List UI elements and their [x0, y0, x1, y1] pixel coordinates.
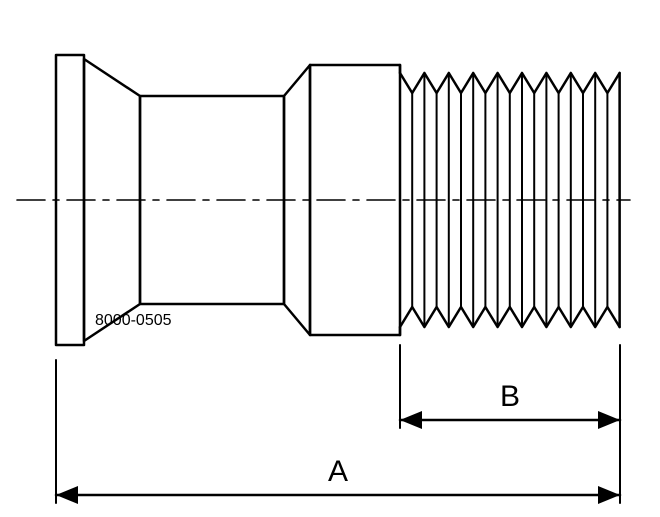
thread-profile-bottom — [400, 307, 620, 327]
dimension-a-arrow-left — [56, 486, 78, 504]
part-number: 8000-0505 — [95, 312, 172, 329]
body-section-1 — [140, 96, 284, 304]
dimension-b-label: B — [500, 380, 520, 413]
dimension-a-arrow-right — [598, 486, 620, 504]
dimension-b-arrow-left — [400, 411, 422, 429]
dimension-a-label: A — [328, 455, 348, 488]
dimension-b-arrow-right — [598, 411, 620, 429]
fitting-diagram: 8000-0505 B A — [0, 0, 660, 517]
thread-profile-top — [400, 73, 620, 93]
